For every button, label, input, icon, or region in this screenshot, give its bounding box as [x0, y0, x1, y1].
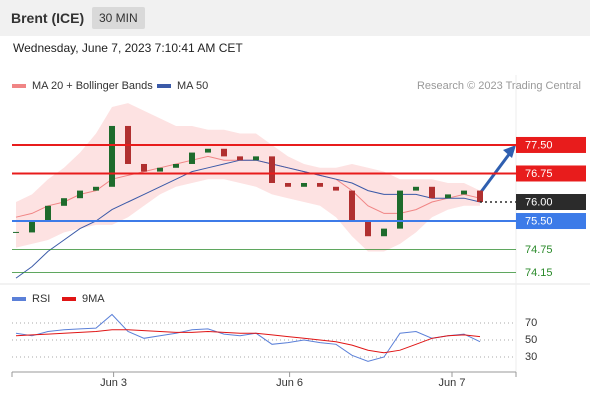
- level-label: 76.75: [525, 168, 553, 180]
- timestamp: Wednesday, June 7, 2023 7:10:41 AM CET: [13, 41, 243, 55]
- candle: [461, 190, 467, 195]
- candle: [157, 167, 163, 172]
- candle: [269, 156, 275, 183]
- indicator-line: [15, 313, 481, 362]
- candle: [173, 163, 179, 168]
- y-tick-label: 30: [525, 351, 537, 363]
- level-box: [516, 136, 586, 153]
- candle: [109, 125, 115, 187]
- candle: [333, 186, 339, 191]
- instrument-title: Brent (ICE): [11, 10, 85, 26]
- candle: [285, 182, 291, 187]
- legend-label: MA 20 + Bollinger Bands: [32, 80, 153, 92]
- forecast-arrowhead: [503, 145, 516, 158]
- level-box: [516, 165, 586, 182]
- legend-label: MA 50: [177, 80, 208, 92]
- legend-label: RSI: [32, 293, 50, 305]
- legend-swatch: [62, 297, 76, 301]
- timeframe-button[interactable]: 30 MIN: [92, 7, 145, 29]
- candle: [45, 205, 51, 222]
- x-tick-label: Jun 6: [276, 377, 303, 389]
- candle: [189, 152, 195, 164]
- source-note: Research © 2023 Trading Central: [417, 80, 581, 92]
- candle: [141, 163, 147, 172]
- candle: [205, 148, 211, 153]
- candle: [29, 221, 35, 233]
- candle: [429, 186, 435, 199]
- y-tick-label: 50: [525, 334, 537, 346]
- level-label: 76.00: [525, 196, 553, 208]
- candle: [445, 194, 451, 199]
- candle: [221, 148, 227, 157]
- candle: [237, 156, 243, 161]
- indicator-line: [15, 329, 481, 354]
- legend-swatch: [12, 297, 26, 301]
- candle: [381, 228, 387, 237]
- x-tick-label: Jun 3: [100, 377, 127, 389]
- level-label: 77.50: [525, 139, 553, 151]
- legend-swatch: [12, 84, 26, 88]
- candle: [61, 198, 67, 206]
- level-label: 74.75: [525, 244, 553, 256]
- level-box: [516, 213, 586, 230]
- level-label: 75.50: [525, 215, 553, 227]
- candle: [77, 190, 83, 199]
- x-tick-label: Jun 7: [439, 377, 466, 389]
- candle: [365, 221, 371, 237]
- candle: [349, 190, 355, 222]
- header-bar: Brent (ICE) 30 MIN: [0, 0, 590, 36]
- bollinger-band: [16, 103, 480, 252]
- candle: [397, 190, 403, 229]
- candle: [477, 190, 483, 203]
- legend-label: 9MA: [82, 293, 105, 305]
- candle: [301, 182, 307, 187]
- candle: [317, 182, 323, 187]
- candle: [253, 156, 259, 161]
- level-box: [516, 194, 586, 211]
- candle: [413, 186, 419, 191]
- level-label: 74.15: [525, 267, 553, 279]
- legend-swatch: [157, 84, 171, 88]
- candle: [93, 186, 99, 191]
- y-tick-label: 70: [525, 317, 537, 329]
